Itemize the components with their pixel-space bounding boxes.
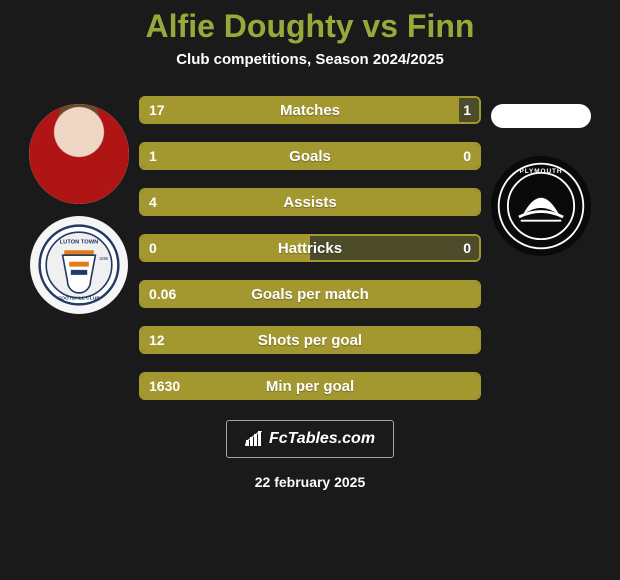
stat-row: Hattricks00 bbox=[139, 234, 481, 262]
stat-bar-track bbox=[139, 372, 481, 400]
brand-text: FcTables.com bbox=[269, 430, 375, 448]
stat-bar-track bbox=[139, 142, 481, 170]
stat-row: Goals per match0.06 bbox=[139, 280, 481, 308]
stat-bar-right-fill bbox=[310, 236, 479, 260]
plymouth-badge-icon: PLYMOUTH bbox=[495, 160, 587, 252]
stat-bar-left-fill bbox=[141, 236, 310, 260]
comparison-subtitle: Club competitions, Season 2024/2025 bbox=[176, 51, 444, 68]
stat-value-right: 0 bbox=[463, 142, 471, 170]
stat-row: Shots per goal12 bbox=[139, 326, 481, 354]
stat-bar-left-fill bbox=[141, 144, 479, 168]
stat-row: Assists4 bbox=[139, 188, 481, 216]
player-right-club-badge: PLYMOUTH bbox=[491, 156, 591, 256]
player-left-column: LUTON TOWN FOOTBALL CLUB 1885 bbox=[19, 96, 139, 314]
stat-value-left: 4 bbox=[149, 188, 157, 216]
stat-row: Matches171 bbox=[139, 96, 481, 124]
stat-bar-left-fill bbox=[141, 190, 479, 214]
stat-bar-left-fill bbox=[141, 374, 479, 398]
stat-value-left: 0 bbox=[149, 234, 157, 262]
svg-text:LUTON TOWN: LUTON TOWN bbox=[60, 240, 99, 246]
stat-bars: Matches171Goals10Assists4Hattricks00Goal… bbox=[139, 96, 481, 400]
svg-text:PLYMOUTH: PLYMOUTH bbox=[520, 168, 563, 175]
player-left-avatar bbox=[29, 104, 129, 204]
player-left-club-badge: LUTON TOWN FOOTBALL CLUB 1885 bbox=[30, 216, 128, 314]
stat-value-left: 1 bbox=[149, 142, 157, 170]
avatar-placeholder-icon bbox=[29, 104, 129, 204]
stat-value-left: 12 bbox=[149, 326, 165, 354]
stat-bar-left-fill bbox=[141, 282, 479, 306]
stat-value-left: 17 bbox=[149, 96, 165, 124]
chart-icon bbox=[245, 431, 263, 447]
stat-bar-track bbox=[139, 280, 481, 308]
luton-town-badge-icon: LUTON TOWN FOOTBALL CLUB 1885 bbox=[38, 224, 120, 306]
footer-date: 22 february 2025 bbox=[255, 474, 366, 490]
svg-text:FOOTBALL CLUB: FOOTBALL CLUB bbox=[58, 295, 100, 301]
brand-badge: FcTables.com bbox=[226, 420, 394, 458]
player-right-column: PLYMOUTH bbox=[481, 96, 601, 256]
comparison-title: Alfie Doughty vs Finn bbox=[146, 8, 475, 45]
stat-row: Min per goal1630 bbox=[139, 372, 481, 400]
stat-bar-track bbox=[139, 326, 481, 354]
stat-bar-left-fill bbox=[141, 328, 479, 352]
stat-value-right: 1 bbox=[463, 96, 471, 124]
comparison-panel: LUTON TOWN FOOTBALL CLUB 1885 Matches171… bbox=[0, 96, 620, 400]
stat-bar-track bbox=[139, 234, 481, 262]
stat-row: Goals10 bbox=[139, 142, 481, 170]
stat-value-left: 0.06 bbox=[149, 280, 176, 308]
svg-text:1885: 1885 bbox=[99, 256, 109, 261]
stat-bar-track bbox=[139, 96, 481, 124]
stat-bar-track bbox=[139, 188, 481, 216]
stat-value-right: 0 bbox=[463, 234, 471, 262]
stat-bar-left-fill bbox=[141, 98, 459, 122]
stat-value-left: 1630 bbox=[149, 372, 180, 400]
player-right-avatar bbox=[491, 104, 591, 128]
